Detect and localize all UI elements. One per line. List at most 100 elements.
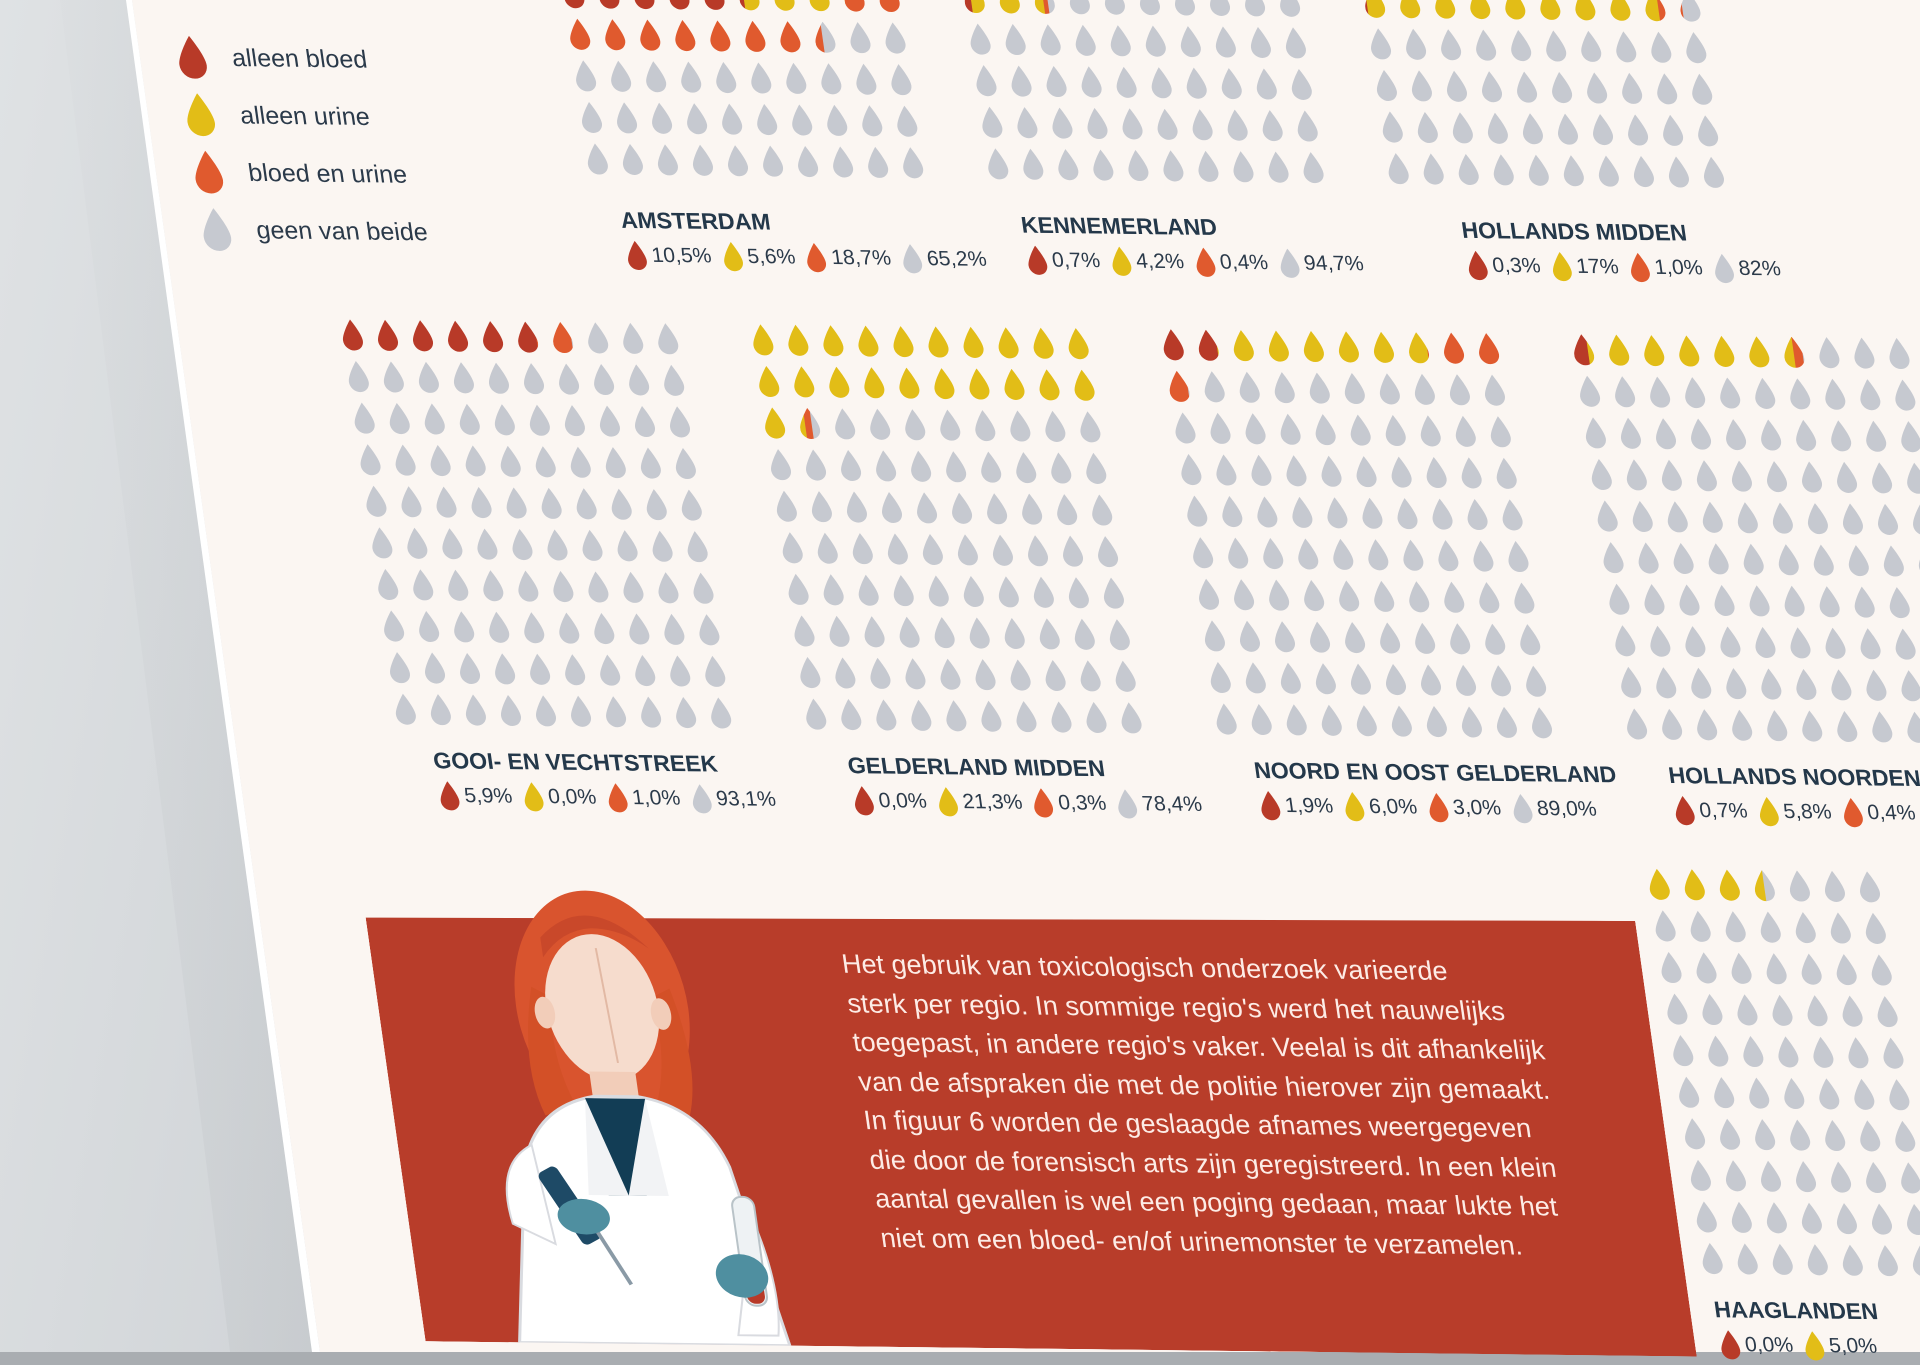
drop-mark <box>1714 584 1735 617</box>
drop-mark <box>1374 331 1394 363</box>
drop-mark <box>425 652 445 684</box>
drop-mark <box>1074 618 1095 650</box>
drop-mark <box>1199 578 1219 610</box>
drop-mark <box>1441 29 1462 61</box>
drop-mark <box>1708 543 1729 575</box>
drop-mark <box>676 697 697 729</box>
drop-mark <box>1626 459 1647 491</box>
stat-value: 65,2% <box>925 247 989 271</box>
blood-drop-icon <box>1468 250 1488 281</box>
region-title: HOLLANDS NOORDEN <box>1666 762 1920 791</box>
drop-mark <box>1837 1203 1857 1235</box>
drop-mark <box>1685 377 1706 409</box>
drop-mark <box>1913 504 1920 536</box>
drop-mark <box>670 655 691 687</box>
drop-mark <box>1790 627 1811 659</box>
drop-mark <box>1298 538 1319 570</box>
drop-mark <box>1245 0 1265 17</box>
drop-mark <box>1691 1159 1711 1191</box>
drop-grid <box>1362 0 1724 188</box>
drop-mark <box>1737 994 1758 1026</box>
drop-mark <box>483 570 504 602</box>
drop-mark <box>988 148 1009 180</box>
drop-mark <box>1046 66 1067 98</box>
none-drop-icon <box>1280 248 1300 278</box>
blood-drop-icon <box>855 786 874 816</box>
drop-mark <box>812 21 837 53</box>
drop-mark <box>1180 26 1201 58</box>
drop-mark <box>1286 704 1307 736</box>
drop-mark <box>501 694 521 726</box>
drop-mark <box>870 657 891 689</box>
drop-mark <box>652 530 673 562</box>
drop-mark <box>1327 497 1348 529</box>
drop-mark <box>1704 156 1724 188</box>
drop-mark <box>1274 372 1295 404</box>
drop-mark <box>1819 586 1840 618</box>
drop-mark <box>946 700 967 732</box>
drop-mark <box>1889 338 1910 370</box>
drop-mark <box>1895 628 1916 660</box>
drop-mark <box>1767 710 1788 742</box>
drop-mark <box>1761 419 1782 451</box>
drop-mark <box>1766 1202 1787 1234</box>
drop-mark <box>1907 711 1920 743</box>
blood-drop-icon <box>1721 1330 1741 1360</box>
stat-value: 5,6% <box>745 245 797 269</box>
drop-mark <box>1650 376 1671 408</box>
drop-mark <box>1033 576 1054 608</box>
region-stats: 0,0% 21,3% 0,3% 78,4% <box>851 786 1214 820</box>
drop-mark <box>788 324 809 356</box>
both-drop-icon <box>1631 252 1650 283</box>
drop-mark <box>891 64 912 96</box>
drop-mark <box>1251 454 1272 486</box>
drop-mark <box>1304 580 1325 612</box>
drop-mark <box>1696 1201 1717 1233</box>
drop-mark <box>515 321 540 353</box>
drop-mark <box>1749 585 1770 617</box>
drop-mark <box>1145 25 1166 57</box>
drop-mark <box>1400 0 1421 19</box>
drop-mark <box>1081 66 1102 98</box>
drop-mark <box>1708 1035 1729 1067</box>
drop-mark <box>928 575 949 607</box>
drop-mark <box>617 530 638 562</box>
drop-mark <box>1210 412 1231 444</box>
drop-mark <box>1417 111 1438 143</box>
drop-mark <box>821 63 842 95</box>
drop-mark <box>963 575 984 608</box>
drop-mark <box>1825 870 1845 902</box>
drop-mark <box>841 449 862 482</box>
drop-mark <box>652 102 673 134</box>
drop-mark <box>1461 457 1482 489</box>
stat-none: 65,2% <box>899 244 989 275</box>
drop-mark <box>1813 1036 1834 1068</box>
drop-mark <box>946 451 967 483</box>
drop-mark <box>806 449 826 481</box>
stat-both: 0,4% <box>1839 798 1917 829</box>
drop-mark <box>1532 707 1552 739</box>
stat-value: 5,8% <box>1781 800 1834 824</box>
drop-mark <box>541 487 562 519</box>
drop-mark <box>1080 411 1101 443</box>
drop-mark <box>664 613 685 645</box>
stat-value: 0,3% <box>1056 791 1108 815</box>
drop-mark <box>774 0 795 11</box>
drop-mark <box>1086 452 1107 484</box>
drop-mark <box>1227 109 1248 141</box>
drop-mark <box>710 20 731 52</box>
drop-mark <box>1719 869 1740 901</box>
drop-mark <box>360 444 381 476</box>
drop-mark <box>858 325 879 357</box>
drop-mark <box>1726 419 1747 451</box>
drop-mark <box>1379 373 1400 405</box>
drop-mark <box>1368 539 1389 571</box>
legend-label: alleen bloed <box>230 43 369 74</box>
drop-mark <box>1444 332 1464 364</box>
drop-mark <box>1650 625 1671 657</box>
drop-mark <box>1526 665 1547 697</box>
blood-drop-icon <box>179 35 207 79</box>
drop-grid <box>343 319 732 729</box>
drop-mark <box>998 576 1019 608</box>
